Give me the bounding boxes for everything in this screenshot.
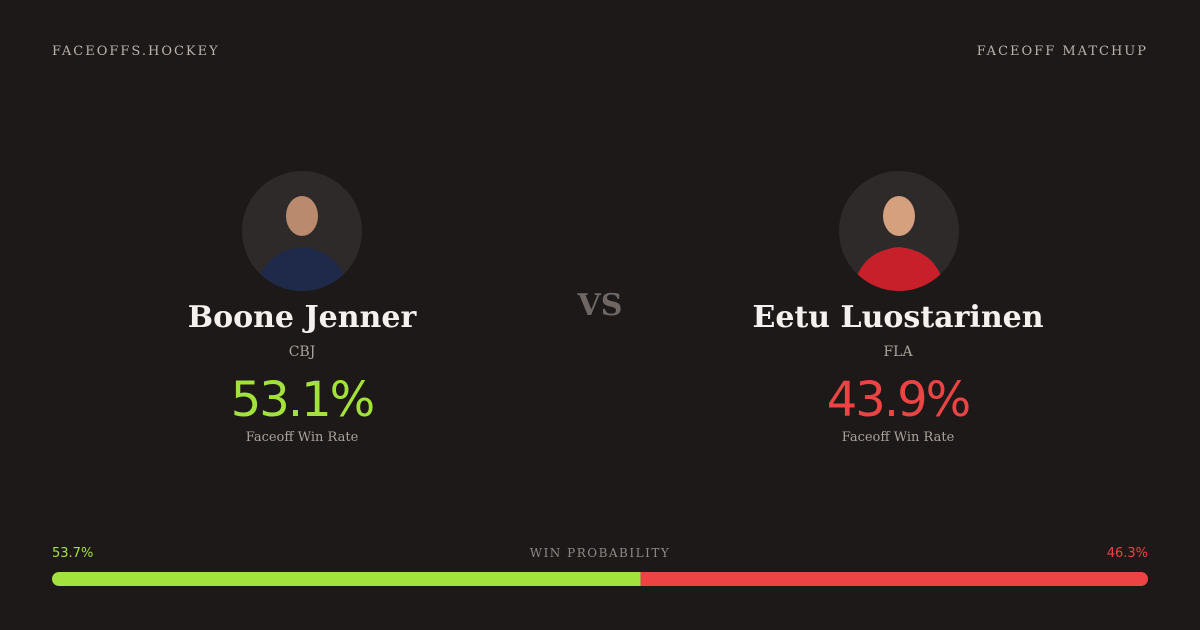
site-name: FACEOFFS.HOCKEY xyxy=(52,44,220,59)
win-rate: 43.9% xyxy=(826,372,971,428)
page-label: FACEOFF MATCHUP xyxy=(976,44,1148,59)
win-rate: 53.1% xyxy=(230,372,375,428)
probability-segment xyxy=(640,572,1148,586)
photo-art xyxy=(853,196,945,291)
player-photo xyxy=(839,171,959,291)
photo-art xyxy=(256,196,348,291)
player-team: CBJ xyxy=(288,344,316,360)
player-name: Boone Jenner xyxy=(187,300,417,335)
probability-bar xyxy=(52,572,1148,586)
left-probability: 53.7% xyxy=(52,546,94,561)
player-team: FLA xyxy=(883,344,913,360)
win-rate-label: Faceoff Win Rate xyxy=(245,430,359,445)
win-rate-label: Faceoff Win Rate xyxy=(841,430,955,445)
player-photo xyxy=(242,171,362,291)
vs: VS xyxy=(577,288,623,323)
probability-label: WIN PROBABILITY xyxy=(529,546,671,560)
right-probability: 46.3% xyxy=(1106,546,1148,561)
probability-segment xyxy=(52,572,641,586)
player-name: Eetu Luostarinen xyxy=(752,300,1044,335)
